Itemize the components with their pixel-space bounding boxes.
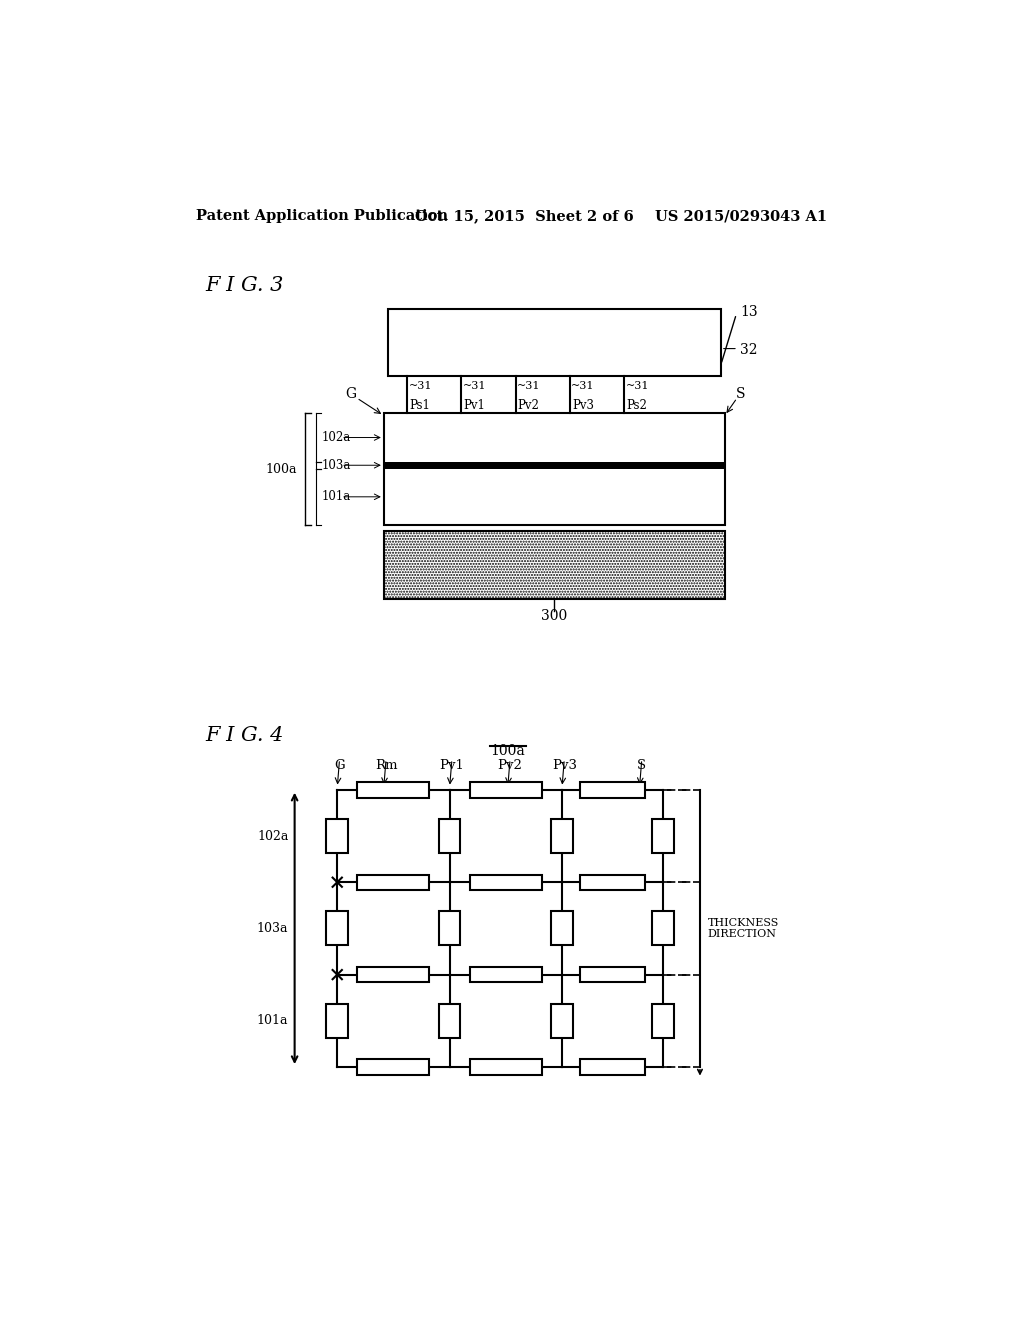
Text: G: G: [334, 759, 345, 772]
Text: F I G. 4: F I G. 4: [206, 726, 284, 746]
Text: 13: 13: [740, 305, 758, 319]
Bar: [581, 1059, 645, 1074]
Bar: [470, 968, 542, 982]
Bar: [327, 1003, 348, 1038]
Bar: [470, 781, 542, 797]
Bar: [470, 1059, 542, 1074]
Bar: [357, 781, 429, 797]
Text: G: G: [346, 387, 356, 401]
Text: 100a: 100a: [265, 462, 297, 475]
Text: Ps1: Ps1: [410, 399, 430, 412]
Text: 102a: 102a: [322, 432, 351, 444]
Text: 103a: 103a: [322, 459, 351, 471]
Text: ~31: ~31: [517, 380, 541, 391]
Text: 32: 32: [740, 343, 758, 358]
Text: ~31: ~31: [463, 380, 486, 391]
Text: Rm: Rm: [375, 759, 397, 772]
Bar: [652, 1003, 674, 1038]
Text: ~31: ~31: [571, 380, 595, 391]
Text: F I G. 3: F I G. 3: [206, 276, 284, 294]
Bar: [388, 309, 721, 376]
Text: THICKNESS
DIRECTION: THICKNESS DIRECTION: [708, 917, 779, 940]
Bar: [652, 911, 674, 945]
Text: 100a: 100a: [490, 744, 525, 758]
Text: 300: 300: [541, 609, 567, 623]
Text: US 2015/0293043 A1: US 2015/0293043 A1: [655, 209, 827, 223]
Text: S: S: [637, 759, 646, 772]
Bar: [551, 818, 572, 853]
Bar: [357, 1059, 429, 1074]
Text: 101a: 101a: [322, 490, 351, 503]
Text: 101a: 101a: [257, 1014, 289, 1027]
Bar: [551, 911, 572, 945]
Bar: [384, 469, 725, 525]
Bar: [652, 818, 674, 853]
Bar: [384, 413, 725, 462]
Bar: [357, 875, 429, 890]
Text: Patent Application Publication: Patent Application Publication: [197, 209, 449, 223]
Bar: [357, 968, 429, 982]
Text: Pv3: Pv3: [572, 399, 594, 412]
Bar: [581, 968, 645, 982]
Text: 103a: 103a: [257, 921, 289, 935]
Bar: [327, 818, 348, 853]
Bar: [384, 413, 725, 525]
Text: 102a: 102a: [257, 829, 289, 842]
Text: Oct. 15, 2015  Sheet 2 of 6: Oct. 15, 2015 Sheet 2 of 6: [415, 209, 634, 223]
Text: Pv1: Pv1: [464, 399, 485, 412]
Text: Pv1: Pv1: [439, 759, 465, 772]
Bar: [551, 1003, 572, 1038]
Text: ~31: ~31: [626, 380, 649, 391]
Bar: [384, 462, 725, 469]
Text: Pv2: Pv2: [518, 399, 540, 412]
Text: Ps2: Ps2: [627, 399, 647, 412]
Text: Pv3: Pv3: [552, 759, 577, 772]
Bar: [438, 818, 461, 853]
Bar: [438, 911, 461, 945]
Text: S: S: [735, 387, 745, 401]
Bar: [384, 531, 725, 599]
Text: ~31: ~31: [409, 380, 432, 391]
Bar: [438, 1003, 461, 1038]
Bar: [581, 781, 645, 797]
Bar: [470, 875, 542, 890]
Text: Pv2: Pv2: [498, 759, 522, 772]
Bar: [327, 911, 348, 945]
Bar: [581, 875, 645, 890]
